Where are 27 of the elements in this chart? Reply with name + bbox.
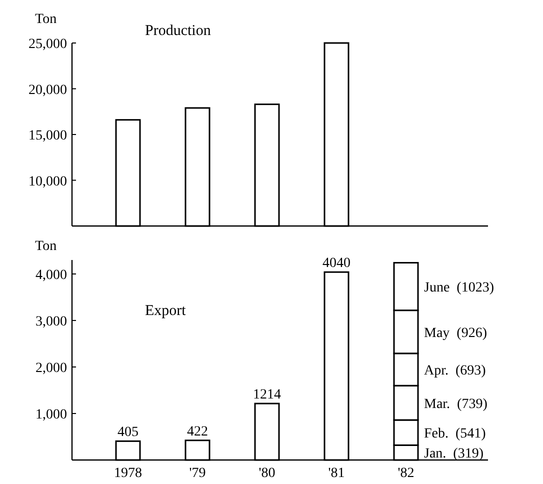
data-label: 1214 bbox=[253, 388, 281, 403]
text: Apr. (693) bbox=[424, 364, 486, 379]
text: Jan. (319) bbox=[424, 446, 484, 462]
data-label: 405 bbox=[118, 425, 138, 440]
y-axis-title: Ton bbox=[35, 12, 57, 27]
x-tick-label: '81 bbox=[328, 466, 345, 481]
y-tick-label: 4,000 bbox=[36, 268, 67, 283]
text: Export bbox=[145, 303, 187, 319]
x-tick-label: '80 bbox=[258, 466, 276, 481]
y-tick-label: 15,000 bbox=[28, 128, 67, 144]
data-label: 422 bbox=[187, 424, 208, 440]
y-tick-label: 2,000 bbox=[36, 360, 67, 376]
x-tick-label: '79 bbox=[189, 466, 206, 481]
text: June (1023) bbox=[424, 280, 494, 296]
y-tick-label: 25,000 bbox=[28, 37, 67, 52]
y-tick-label: 20,000 bbox=[28, 82, 67, 98]
y-axis-title: Ton bbox=[35, 239, 57, 254]
y-tick-label: 10,000 bbox=[28, 174, 67, 190]
text: Mar. (739) bbox=[424, 396, 488, 412]
data-label: 4040 bbox=[322, 256, 350, 272]
text: May (926) bbox=[424, 326, 487, 341]
y-tick-label: 1,000 bbox=[36, 407, 67, 422]
chart-title: Production bbox=[145, 23, 212, 39]
y-tick-label: 3,000 bbox=[36, 314, 67, 330]
text: Feb. (541) bbox=[424, 426, 486, 442]
x-tick-label: 1978 bbox=[114, 466, 142, 481]
x-tick-label: '82 bbox=[398, 466, 414, 481]
